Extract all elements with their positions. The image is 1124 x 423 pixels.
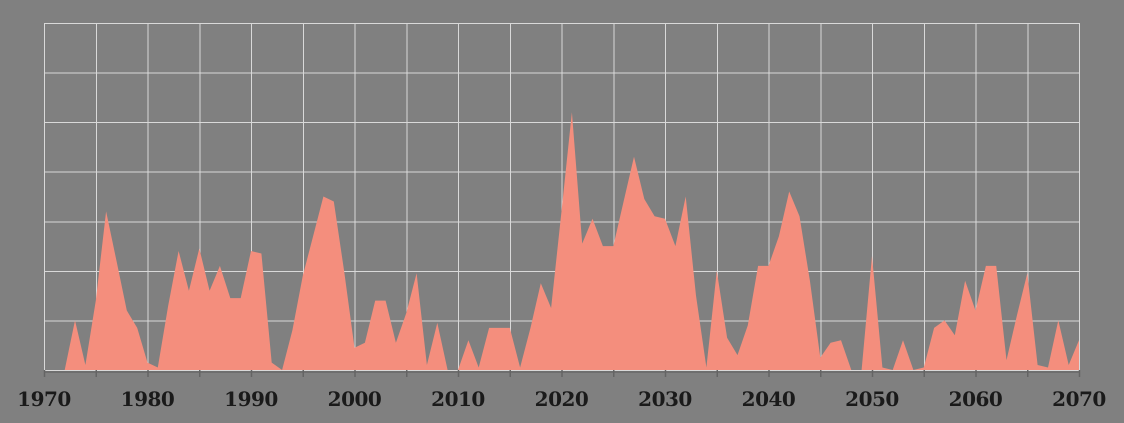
area-series — [44, 112, 1079, 370]
x-axis-label: 2000 — [328, 387, 382, 411]
x-axis-label: 1980 — [121, 387, 175, 411]
x-axis-label: 2010 — [431, 387, 485, 411]
x-axis-label: 2060 — [949, 387, 1003, 411]
x-axis-label: 2070 — [1052, 387, 1106, 411]
x-axis-label: 2050 — [845, 387, 899, 411]
x-axis-labels: 1970 1980 1990 2000 2010 2020 2030 2040 2050 2060… — [17, 387, 1106, 411]
area-series-shape — [44, 112, 1079, 370]
x-axis-label: 2020 — [535, 387, 589, 411]
x-axis-label: 2030 — [638, 387, 692, 411]
x-axis-ticks — [43, 370, 1081, 377]
x-axis-label: 1990 — [224, 387, 278, 411]
x-axis-label: 1970 — [17, 387, 71, 411]
x-axis-label: 2040 — [742, 387, 796, 411]
